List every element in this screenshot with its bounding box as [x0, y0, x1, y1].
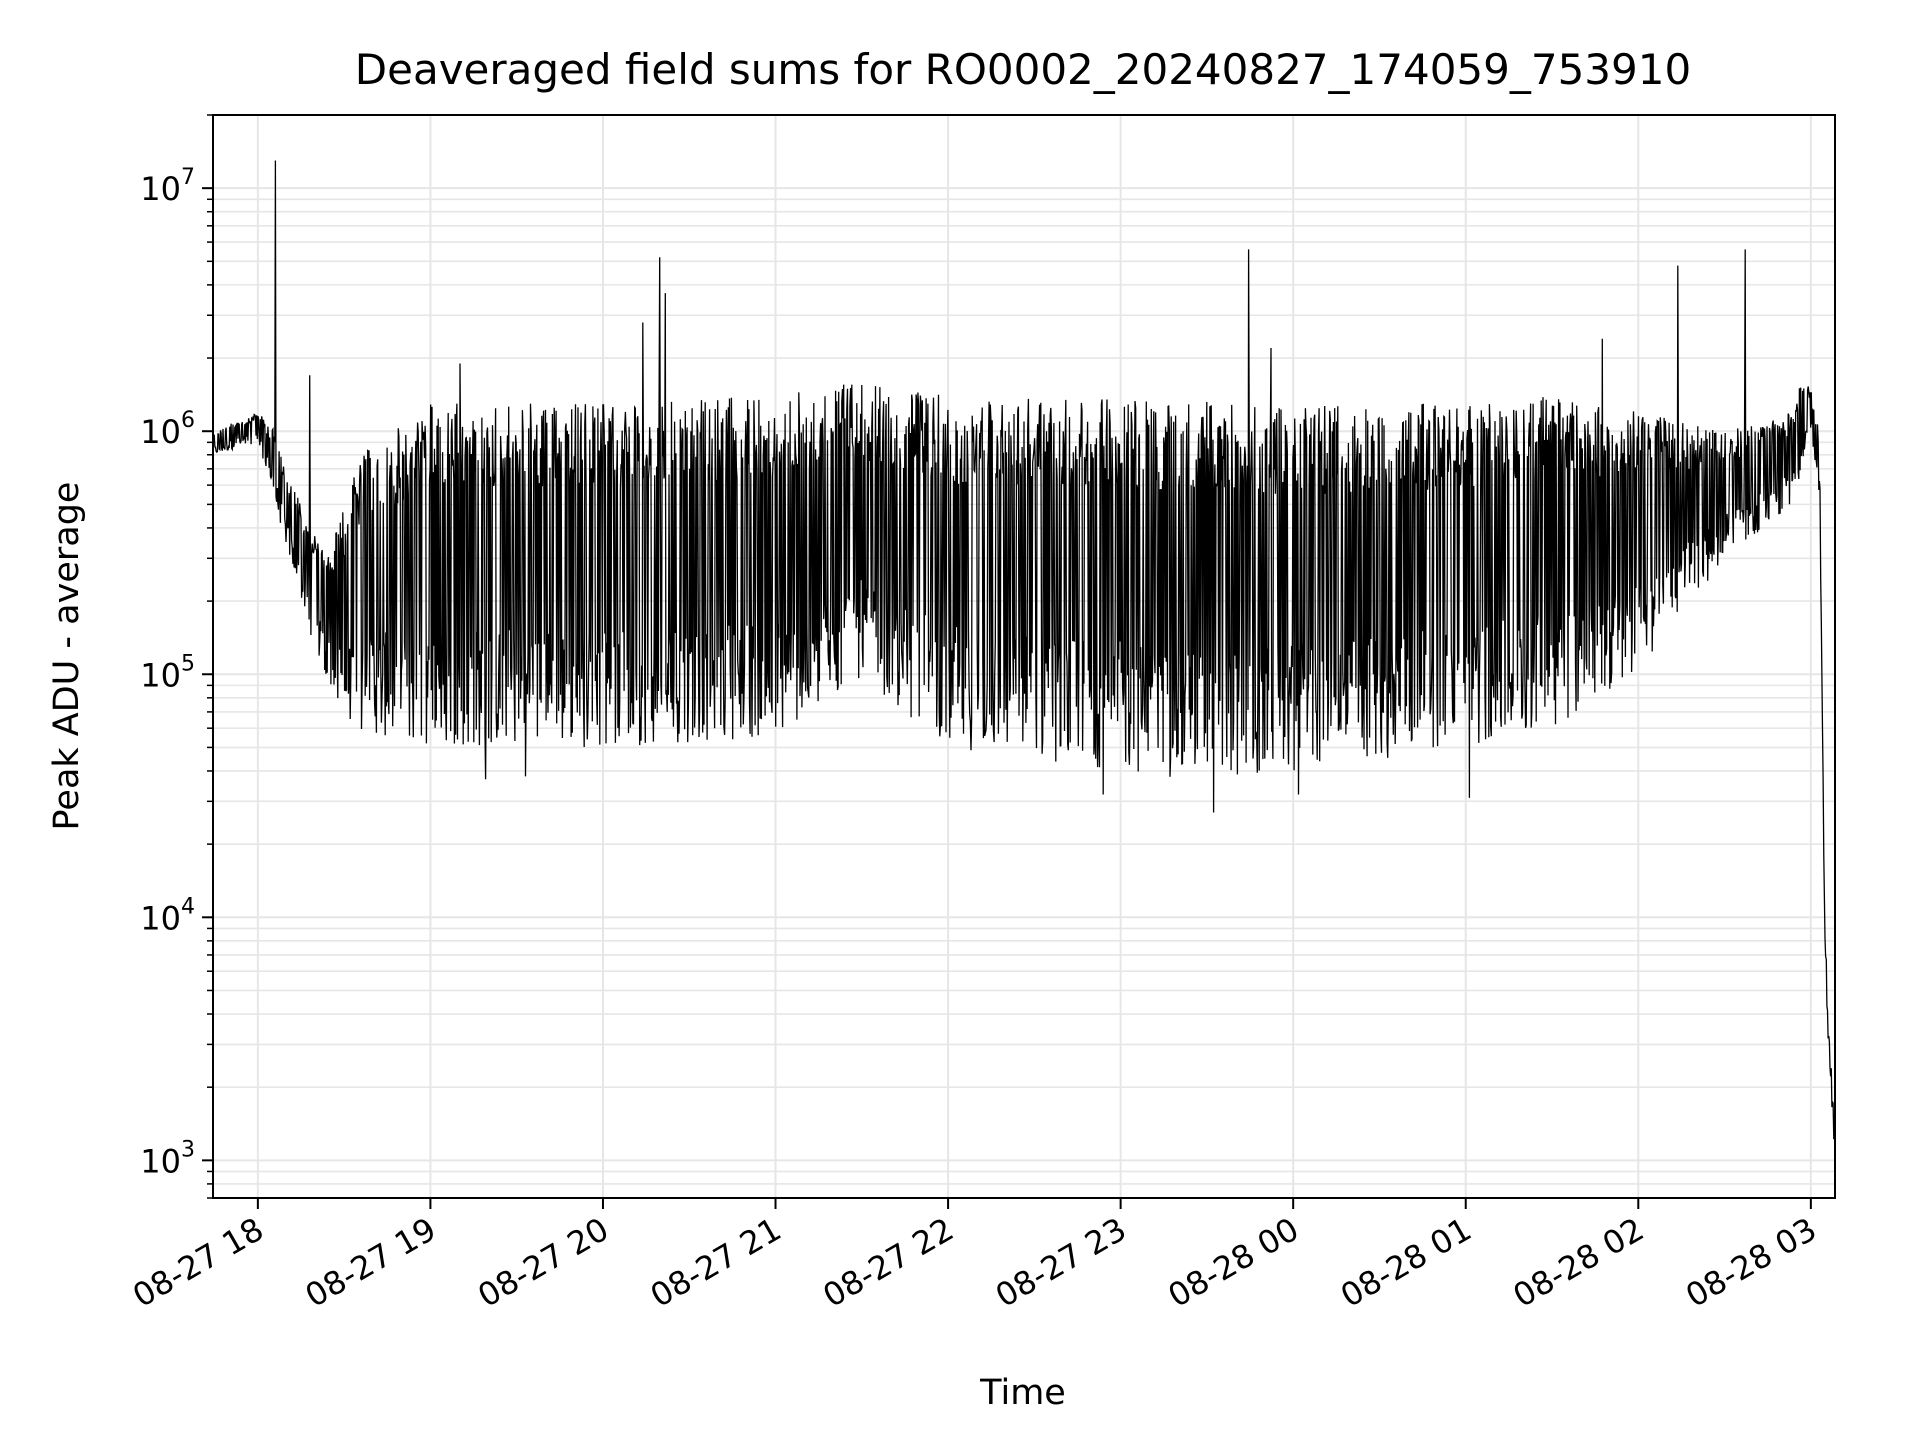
y-tick-exponent: 4: [181, 894, 195, 919]
series-layer: [212, 160, 1836, 1150]
series-line: [212, 160, 1836, 1150]
y-tick-base: 10: [140, 413, 181, 451]
plot-frame: [212, 114, 1836, 1199]
y-tick-base: 10: [140, 656, 181, 694]
x-axis-title: Time: [979, 1373, 1066, 1413]
y-tick-base: 10: [140, 899, 181, 937]
y-tick-exponent: 5: [181, 651, 195, 676]
y-tick-label: 103: [140, 1137, 195, 1180]
y-tick-base: 10: [140, 170, 181, 208]
y-tick-exponent: 6: [181, 408, 195, 433]
y-tick-label: 106: [140, 408, 195, 451]
y-tick-exponent: 3: [181, 1137, 195, 1162]
y-tick-exponent: 7: [181, 165, 195, 190]
y-axis-title: Peak ADU - average: [47, 482, 87, 831]
y-tick-label: 104: [140, 894, 195, 937]
y-tick-label: 105: [140, 651, 195, 694]
y-tick-label: 107: [140, 165, 195, 208]
y-tick-base: 10: [140, 1142, 181, 1180]
chart-title: Deaveraged field sums for RO0002_2024082…: [355, 45, 1691, 94]
